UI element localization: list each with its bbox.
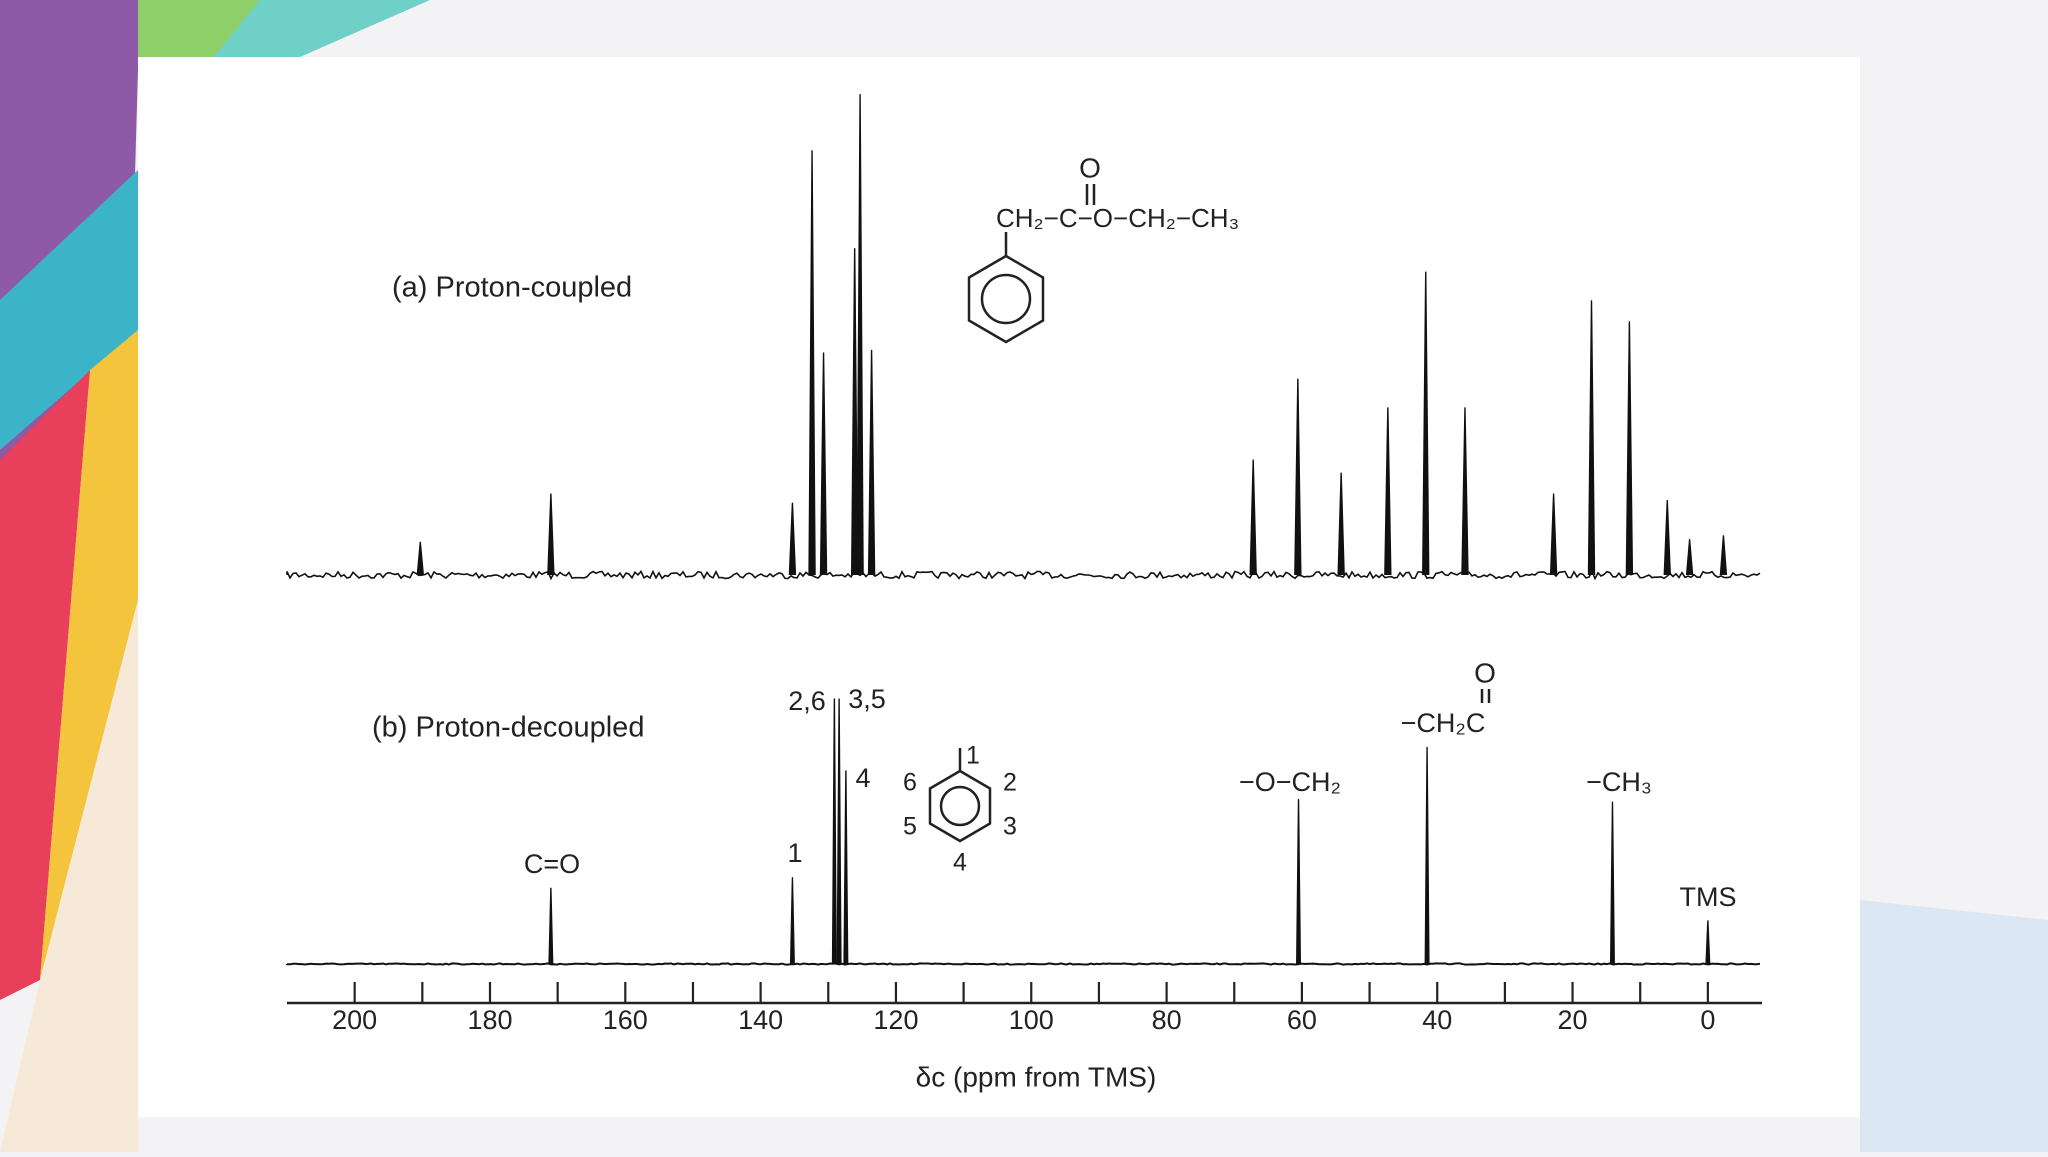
ring-number: 1 <box>966 742 980 770</box>
peak <box>856 93 864 576</box>
x-tick-label: 140 <box>738 1005 783 1035</box>
molecule <box>928 184 1491 843</box>
x-tick-label: 0 <box>1700 1005 1715 1035</box>
peak <box>1549 493 1558 576</box>
peak <box>547 493 555 576</box>
ring-number: 2 <box>1003 769 1017 797</box>
atom-label: O <box>1474 657 1496 688</box>
peak <box>850 247 859 576</box>
peak <box>1424 746 1430 965</box>
x-tick-label: 100 <box>1009 1005 1054 1035</box>
peak <box>789 877 795 965</box>
peak-label: TMS <box>1680 882 1737 912</box>
aromatic-circle <box>980 273 1032 325</box>
peak <box>831 698 837 965</box>
benzene-ring <box>928 769 992 843</box>
decor <box>0 370 90 1000</box>
ring-number: 4 <box>953 849 967 877</box>
panel <box>138 57 1860 1117</box>
decor <box>0 600 138 1152</box>
baseline <box>286 962 1761 966</box>
peak <box>1296 798 1302 965</box>
peak-label: 1 <box>787 838 802 868</box>
peak <box>1625 321 1634 576</box>
x-tick-label: 160 <box>603 1005 648 1035</box>
peak <box>1337 472 1345 576</box>
ring-number: 5 <box>903 813 917 841</box>
x-tick-label: 200 <box>332 1005 377 1035</box>
baseline <box>286 569 1761 581</box>
peak-label: 2,6 <box>788 686 826 716</box>
peak <box>819 352 828 576</box>
x-tick-label: 60 <box>1287 1005 1317 1035</box>
peak <box>1705 920 1711 965</box>
peak <box>548 887 554 965</box>
peak-label: −CH₃ <box>1586 767 1652 797</box>
chart-title: (b) Proton-decoupled <box>372 712 644 744</box>
peak <box>416 541 424 576</box>
peak <box>788 502 797 576</box>
decor <box>40 330 138 980</box>
benzene-ring <box>967 254 1045 344</box>
peak-label: C=O <box>524 849 580 879</box>
peak-label: −O−CH₂ <box>1239 767 1341 797</box>
peak <box>1422 271 1430 576</box>
peak <box>1384 407 1392 576</box>
formula: CH₂−C−O−CH₂−CH₃ <box>996 203 1239 233</box>
atom-label: O <box>1079 152 1101 183</box>
peak <box>1719 535 1728 576</box>
peak-label: −CH₂C <box>1401 708 1486 738</box>
peak <box>1249 459 1257 576</box>
peak <box>1663 499 1671 576</box>
peak-label: 3,5 <box>848 684 886 714</box>
peak <box>843 770 849 965</box>
decor <box>1860 900 2048 1152</box>
peak <box>1685 539 1694 576</box>
decor <box>0 170 138 450</box>
peak <box>836 698 842 965</box>
x-tick-label: 180 <box>467 1005 512 1035</box>
peak <box>867 349 876 576</box>
ring-number: 3 <box>1003 813 1017 841</box>
peak <box>1294 378 1302 576</box>
peak <box>808 150 816 576</box>
x-tick-label: 80 <box>1152 1005 1182 1035</box>
x-tick-label: 120 <box>873 1005 918 1035</box>
peak-label: 4 <box>855 763 870 793</box>
x-axis-label: δc (ppm from TMS) <box>916 1061 1157 1092</box>
x-tick-label: 40 <box>1422 1005 1452 1035</box>
x-tick-label: 20 <box>1558 1005 1588 1035</box>
peak <box>1461 407 1469 576</box>
chart-title: (a) Proton-coupled <box>392 272 632 304</box>
peak <box>1609 801 1615 965</box>
ring-number: 6 <box>903 769 917 797</box>
peak <box>1587 300 1596 576</box>
aromatic-circle <box>939 785 981 827</box>
